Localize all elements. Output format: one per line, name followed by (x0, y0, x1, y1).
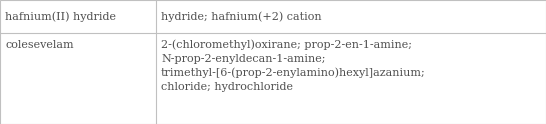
Text: hafnium(II) hydride: hafnium(II) hydride (5, 11, 116, 22)
Text: 2-(chloromethyl)oxirane; prop-2-en-1-amine;
N-prop-2-enyldecan-1-amine;
trimethy: 2-(chloromethyl)oxirane; prop-2-en-1-ami… (161, 40, 426, 92)
Text: hydride; hafnium(+2) cation: hydride; hafnium(+2) cation (161, 11, 322, 22)
Text: colesevelam: colesevelam (5, 40, 74, 50)
